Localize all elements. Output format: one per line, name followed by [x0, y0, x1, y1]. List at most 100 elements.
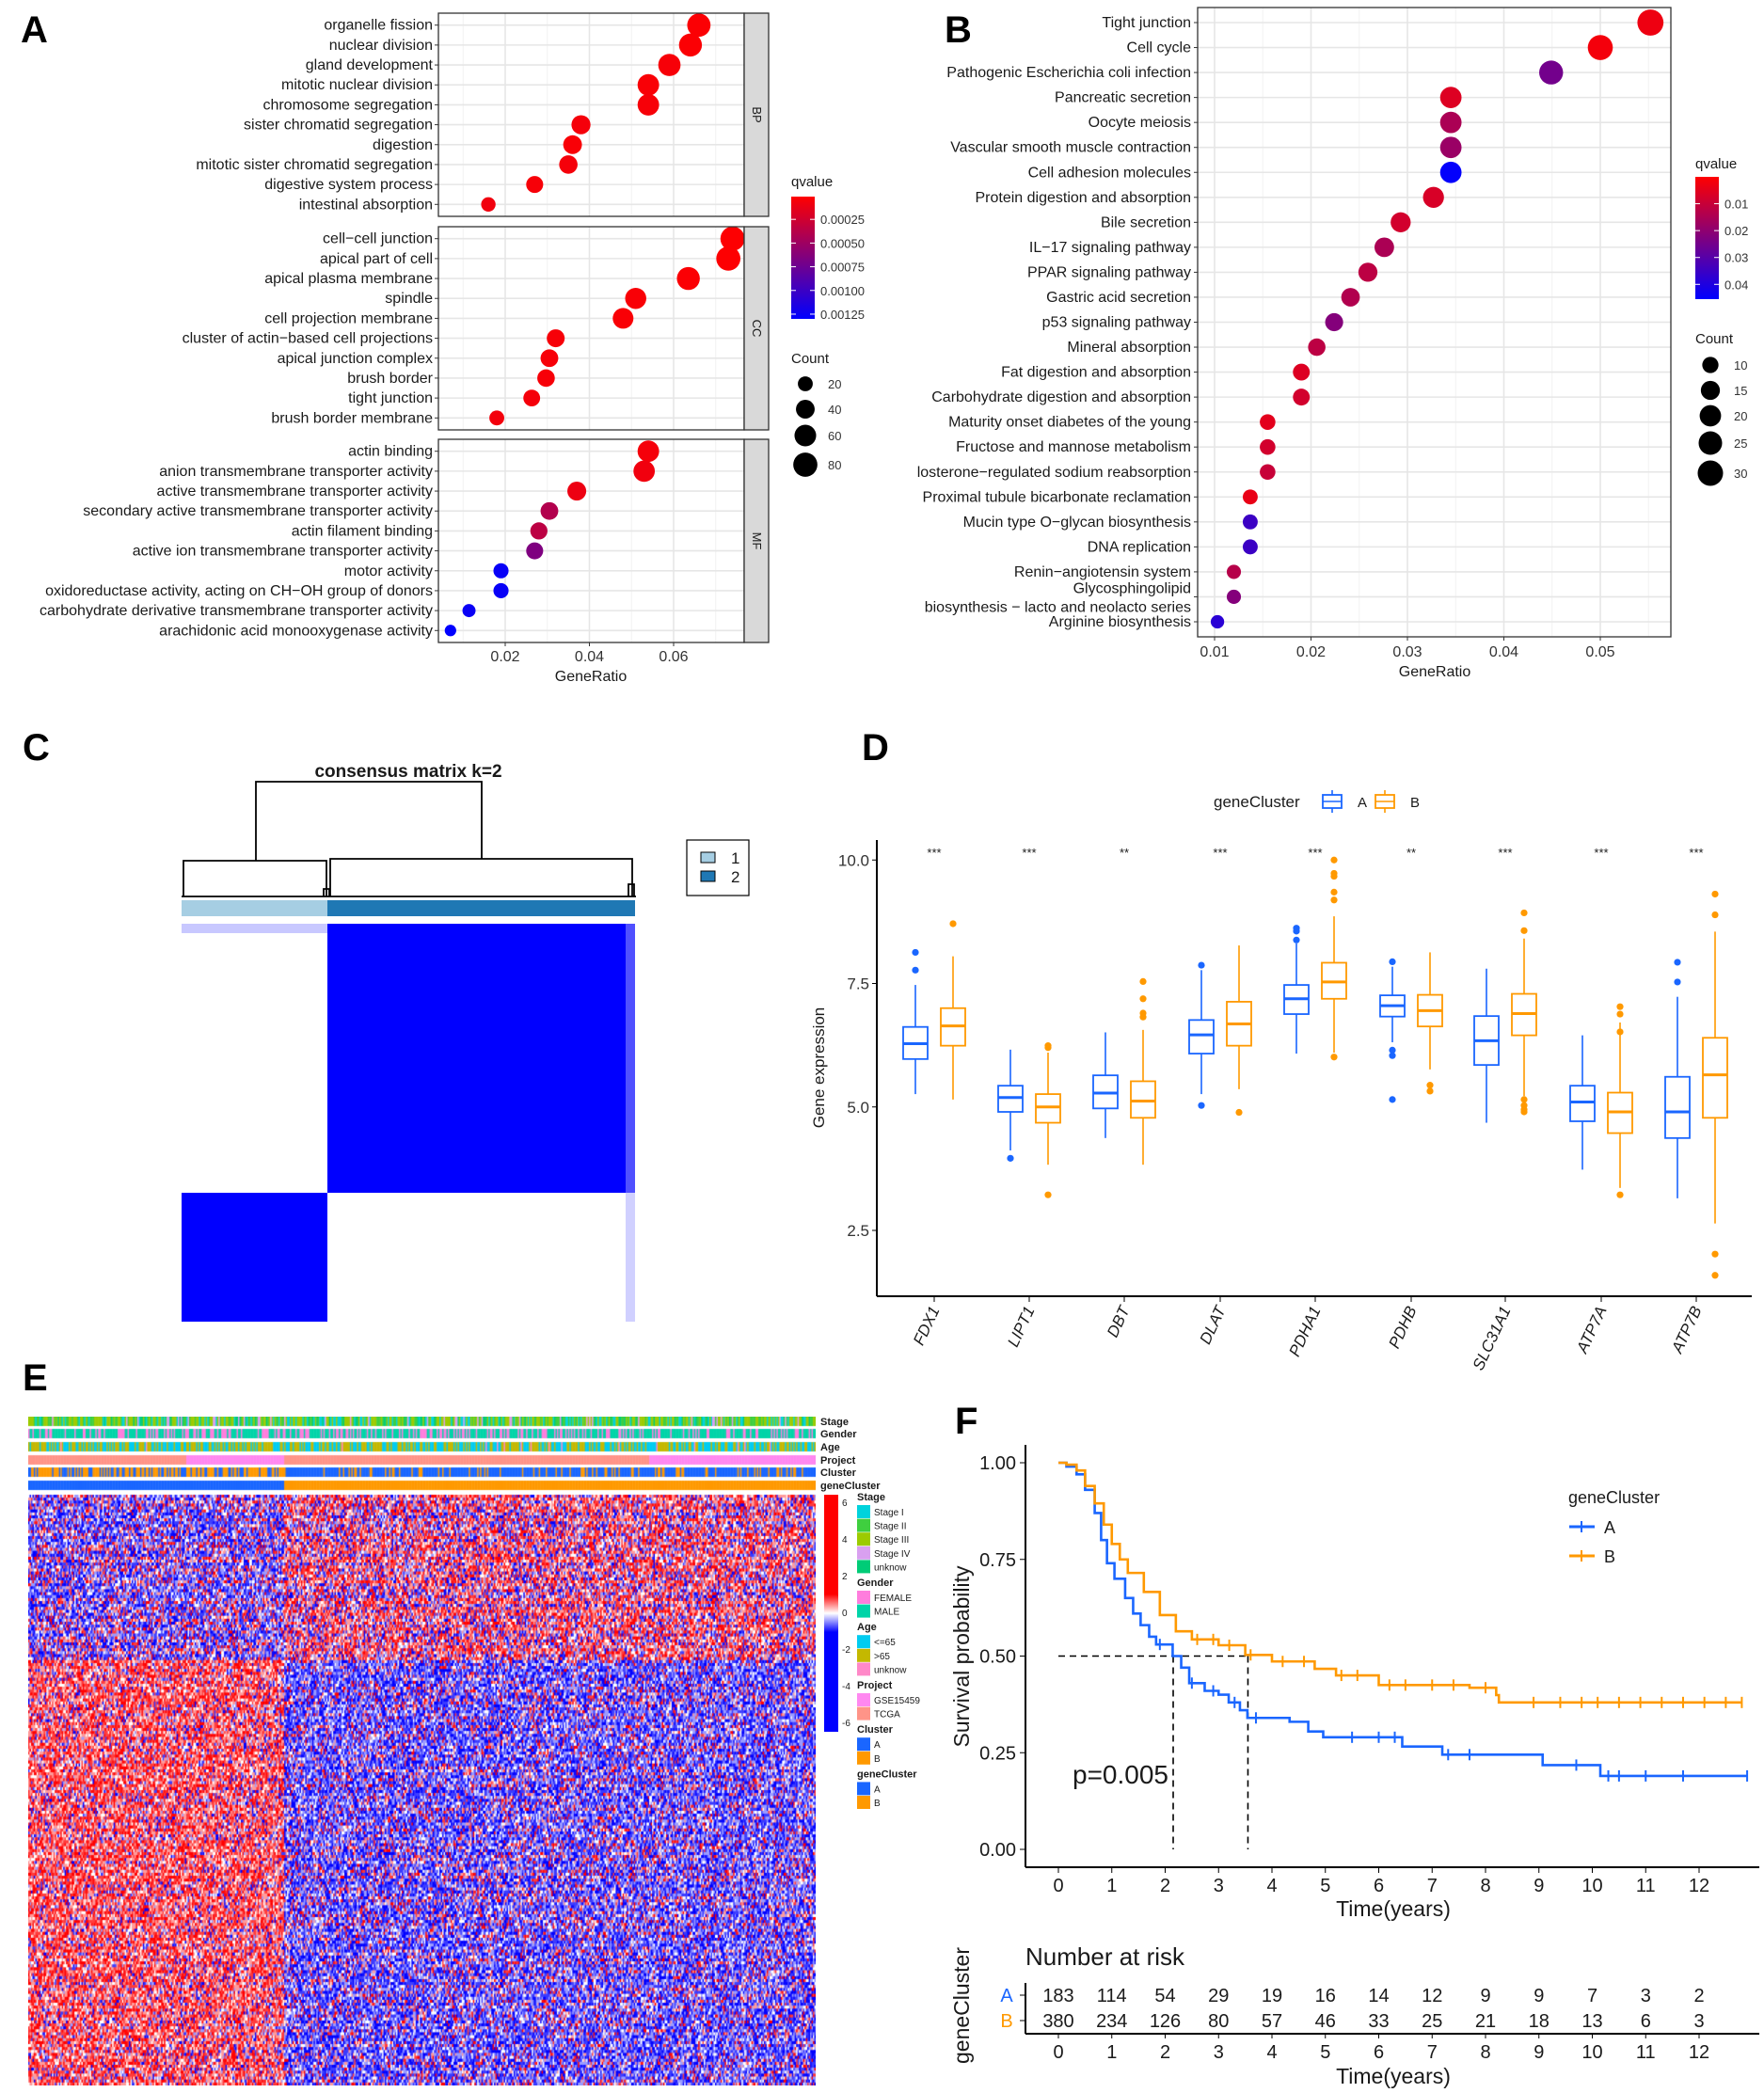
annotation-legend-genecluster: geneCluster AB: [857, 1768, 917, 1809]
dot: [637, 73, 660, 96]
outlier-point: [1330, 872, 1338, 880]
term-label: Maturity onset diabetes of the young: [948, 415, 1191, 431]
legend-label: unknow: [874, 1562, 907, 1573]
term-label: digestion: [373, 137, 433, 153]
gene-label: DBT: [1104, 1302, 1134, 1340]
x-tick-label: 3: [1214, 2042, 1224, 2063]
term-label: Mineral absorption: [1067, 340, 1191, 356]
box-b: [1035, 1093, 1061, 1124]
dot: [1358, 262, 1378, 282]
dot: [1325, 312, 1343, 332]
dot: [1260, 464, 1276, 481]
dot: [1226, 564, 1242, 579]
dot: [633, 460, 656, 483]
outlier-point: [1293, 928, 1300, 935]
color-tick-label: 0.01: [1724, 198, 1748, 212]
legend-label: A: [1604, 1518, 1615, 1537]
legend-swatch: [857, 1693, 870, 1706]
gene-group-atp7b: ATP7B ***: [1664, 846, 1728, 1356]
outlier-point: [1674, 959, 1681, 966]
x-tick-label: 0.01: [1200, 644, 1229, 660]
term-label: Fat digestion and absorption: [1001, 365, 1191, 381]
box-a: [1569, 1085, 1596, 1122]
dendrogram-leaves: [323, 883, 635, 896]
legend-label: MALE: [874, 1608, 900, 1618]
x-tick-label: 5: [1320, 2042, 1330, 2063]
gene-label: SLC31A1: [1470, 1304, 1515, 1373]
size-key: [794, 424, 817, 447]
survival-curve: 0.000.250.500.751.000 1 2 3 4 5 6 7 8 9 10 11 12Time…: [949, 1445, 1759, 2088]
facet-bp: organelle fission nuclear division gland d…: [196, 12, 770, 217]
track-label: geneCluster: [820, 1481, 881, 1492]
y-tick-label: 7.5: [847, 975, 869, 993]
track-label: Stage: [820, 1417, 849, 1428]
size-key-label: 10: [1734, 358, 1747, 373]
risk-count: 57: [1262, 2011, 1282, 2032]
color-bar: [1695, 177, 1719, 299]
dendrogram-branch-1: [183, 860, 327, 896]
term-label: Renin−angiotensin system: [1014, 564, 1191, 580]
x-tick-label: 2: [1160, 2042, 1170, 2063]
color-bar-tick-label: -2: [842, 1645, 850, 1656]
legend-swatch: [857, 1635, 870, 1649]
y-tick-label: 5.0: [847, 1099, 869, 1117]
legend-swatch: [857, 1782, 870, 1796]
legend-label: Stage III: [874, 1535, 909, 1546]
x-tick-label: 0.04: [575, 649, 604, 665]
size-key: [793, 452, 818, 477]
size-key-label: 25: [1734, 436, 1747, 451]
x-tick-label: 10: [1581, 1876, 1602, 1896]
x-tick-label: 0.04: [1489, 644, 1518, 660]
legend-label: A: [874, 1784, 881, 1795]
x-tick-label: 1: [1106, 2042, 1117, 2063]
x-tick-label: 11: [1636, 2042, 1656, 2063]
legend-label: TCGA: [874, 1710, 900, 1720]
legend-swatch: [857, 1796, 870, 1809]
legend-label: Stage IV: [874, 1549, 911, 1560]
risk-count: 126: [1150, 2011, 1181, 2032]
dot: [540, 501, 559, 520]
dot: [612, 308, 634, 329]
risk-count: 54: [1154, 1986, 1175, 2006]
x-tick-label: 0.03: [1392, 644, 1422, 660]
facet-cc: cell−cell junction apical part of cell api…: [183, 226, 770, 431]
dot: [1242, 514, 1258, 530]
size-key-label: 20: [1734, 409, 1747, 423]
term-label: spindle: [385, 291, 433, 307]
term-label: p53 signaling pathway: [1042, 315, 1191, 331]
matrix-block-2: [327, 924, 635, 1193]
track-label: Project: [820, 1455, 856, 1467]
dot: [567, 482, 587, 501]
outlier-point: [1520, 1108, 1528, 1116]
facet-strip: [743, 438, 770, 643]
term-label: apical junction complex: [278, 351, 433, 367]
term-label: Glycosphingolipid: [1073, 580, 1191, 596]
legend-label: Stage II: [874, 1522, 906, 1532]
legend-label: B: [874, 1799, 881, 1809]
y-tick-label: 0.50: [979, 1647, 1016, 1668]
term-label: Arginine biosynthesis: [1049, 614, 1191, 630]
dot: [678, 33, 703, 57]
dot: [462, 604, 476, 618]
outlier-point: [1389, 1046, 1396, 1054]
qvalue-legend: qvalue 0.01 0.02 0.03 0.04: [1695, 156, 1748, 299]
x-tick-label: 4: [1266, 1876, 1277, 1896]
p-value-label: p=0.005: [1073, 1760, 1168, 1789]
term-label: Protein digestion and absorption: [976, 190, 1192, 206]
significance-label: ***: [1594, 846, 1608, 860]
legend-swatch: [857, 1604, 870, 1618]
term-label: active transmembrane transporter activit…: [157, 484, 433, 499]
risk-x-axis-label: Time(years): [1336, 2064, 1451, 2088]
survival-line-b: [1058, 1461, 1742, 1705]
size-key-label: 60: [828, 429, 841, 443]
x-tick-label: 8: [1480, 1876, 1490, 1896]
term-label: brush border: [347, 371, 433, 387]
dot: [559, 155, 578, 174]
dot: [1439, 111, 1462, 134]
color-tick-label: 0.00050: [820, 236, 865, 250]
x-tick-label: 6: [1374, 2042, 1384, 2063]
risk-count: 380: [1042, 2011, 1073, 2032]
y-axis-label: Gene expression: [810, 1007, 828, 1129]
gene-label: PDHB: [1385, 1304, 1420, 1352]
facet-strip-label: BP: [750, 106, 764, 122]
